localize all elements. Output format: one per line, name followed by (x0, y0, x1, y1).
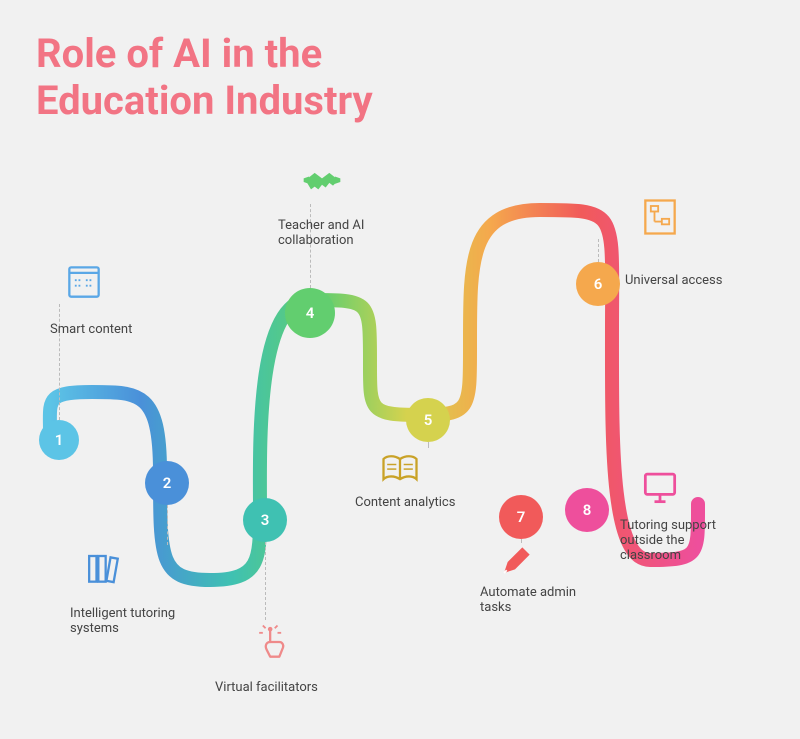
step-node-4: 4 (285, 288, 335, 338)
connector (167, 505, 168, 545)
page-title: Role of AI in the Education Industry (36, 30, 373, 124)
openbook-icon (378, 448, 422, 496)
handshake-icon (300, 160, 344, 208)
book-icon (62, 260, 106, 308)
step-node-6: 6 (576, 262, 620, 306)
step-node-2: 2 (145, 461, 189, 505)
step-label-1: Smart content (50, 322, 170, 337)
infographic-canvas: Role of AI in the Education Industry 1 Sm… (0, 0, 800, 739)
step-label-3: Virtual facilitators (215, 680, 365, 695)
connector (598, 239, 599, 262)
step-node-7: 7 (499, 495, 543, 539)
step-label-4: Teacher and AI collaboration (278, 218, 408, 248)
touch-icon (250, 620, 294, 668)
step-node-3: 3 (243, 498, 287, 542)
monitor-icon (638, 465, 682, 513)
connector (265, 542, 266, 620)
connector (428, 442, 429, 448)
step-node-1: 1 (39, 420, 79, 460)
flowchart-icon (638, 195, 682, 243)
step-node-8: 8 (565, 488, 609, 532)
step-label-7: Automate admin tasks (480, 585, 620, 615)
step-label-8: Tutoring support outside the classroom (620, 518, 760, 563)
step-label-5: Content analytics (355, 495, 505, 510)
step-node-5: 5 (406, 398, 450, 442)
step-label-2: Intelligent tutoring systems (70, 606, 220, 636)
pencil-icon (493, 540, 537, 588)
step-label-6: Universal access (625, 273, 765, 288)
books-icon (80, 545, 124, 593)
